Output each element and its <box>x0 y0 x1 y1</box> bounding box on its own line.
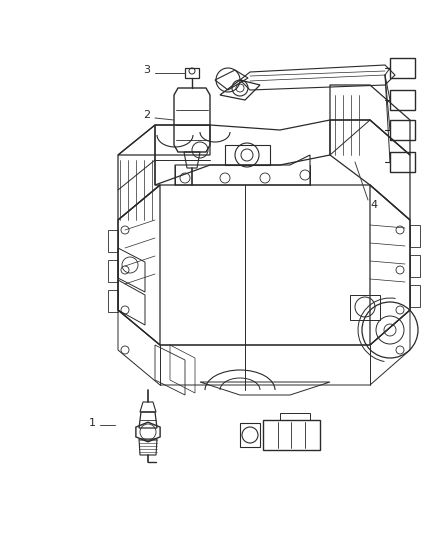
Text: 1: 1 <box>89 418 96 428</box>
Text: 4: 4 <box>370 200 377 210</box>
Text: 3: 3 <box>143 65 150 75</box>
Text: 2: 2 <box>143 110 150 120</box>
